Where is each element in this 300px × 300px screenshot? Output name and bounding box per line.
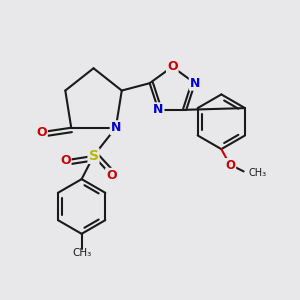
Text: CH₃: CH₃ bbox=[72, 248, 91, 258]
Text: N: N bbox=[153, 103, 164, 116]
Text: N: N bbox=[111, 121, 121, 134]
Text: O: O bbox=[106, 169, 117, 182]
Text: S: S bbox=[88, 149, 98, 163]
Text: N: N bbox=[190, 77, 200, 90]
Text: O: O bbox=[36, 126, 47, 139]
Text: CH₃: CH₃ bbox=[248, 168, 266, 178]
Text: O: O bbox=[167, 60, 178, 73]
Text: O: O bbox=[60, 154, 70, 167]
Text: O: O bbox=[225, 159, 235, 172]
